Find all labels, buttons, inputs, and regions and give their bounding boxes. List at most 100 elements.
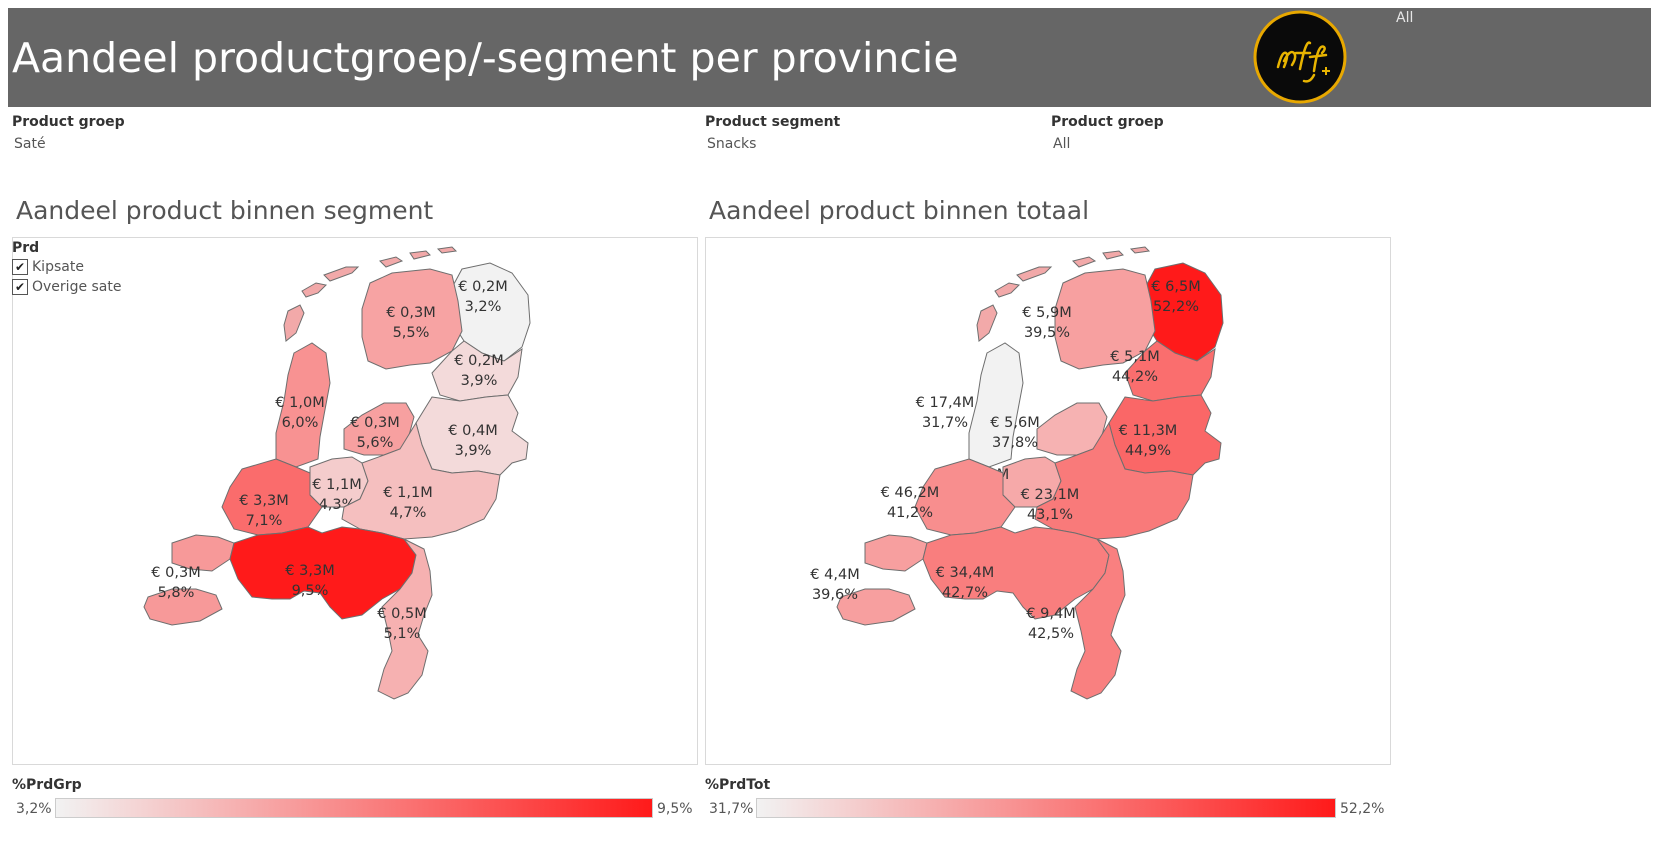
left-scale-title: %PrdGrp: [12, 777, 82, 793]
province-value-label: € 23,1M: [1021, 487, 1080, 503]
province-shape[interactable]: [968, 342, 1024, 468]
province-shape[interactable]: [922, 526, 1110, 620]
province-value-label: € 0,4M: [448, 423, 497, 439]
province-shape[interactable]: [341, 421, 501, 540]
province-value-label: € 0,2M: [454, 353, 503, 369]
province-value-label: € 0,2M: [458, 279, 507, 295]
province-value-label: € 5,9M: [1022, 305, 1071, 321]
province-overijssel[interactable]: € 11,3M 44,9%: [1108, 394, 1222, 476]
right-scale-min: 31,7%: [709, 801, 754, 817]
province-shape[interactable]: [377, 538, 433, 700]
province-shape[interactable]: [229, 526, 417, 620]
filter-product-groep-label: Product groep: [12, 114, 125, 130]
province-pct-label: 5,8%: [158, 585, 195, 601]
header-filter-all[interactable]: All: [1396, 10, 1414, 26]
legend-title: Prd: [12, 240, 40, 256]
province-pct-label: 5,1%: [384, 626, 421, 642]
right-map-title: Aandeel product binnen totaal: [709, 196, 1090, 225]
wadden-islands: [283, 246, 458, 342]
province-pct-label: 9,5%: [292, 583, 329, 599]
province-shape[interactable]: [1054, 268, 1156, 370]
province-drenthe[interactable]: € 0,2M 3,9%: [431, 340, 523, 402]
island-shape: [323, 266, 360, 282]
wadden-islands: [976, 246, 1151, 342]
province-shape[interactable]: [1034, 421, 1194, 540]
island-shape: [301, 282, 328, 298]
province-flevoland[interactable]: € 5,6M 37,8%: [990, 402, 1108, 456]
checkbox-icon[interactable]: ✔: [12, 259, 28, 275]
province-pct-label: 3,9%: [455, 443, 492, 459]
company-logo: [1252, 9, 1348, 105]
left-choropleth-map[interactable]: € 0,2M 3,2% € 0,3M 5,5% € 0,2M 3,9% € 1,0M 6,0%…: [12, 237, 696, 763]
province-value-label: € 34,4M: [936, 565, 995, 581]
filter-product-segment-value[interactable]: Snacks: [707, 136, 757, 152]
province-value-label: € 17,4M: [916, 395, 975, 411]
province-value-label: € 4,4M: [810, 567, 859, 583]
legend-item-kipsate[interactable]: ✔ Kipsate: [12, 259, 122, 275]
province-value-label: € 6,5M: [1151, 279, 1200, 295]
province-gelderland[interactable]: € 23,1M 43,1%: [1021, 421, 1194, 540]
left-map-title: Aandeel product binnen segment: [16, 196, 434, 225]
province-value-label: € 0,3M: [386, 305, 435, 321]
island-shape: [1129, 246, 1151, 254]
legend-item-overige-sate[interactable]: ✔ Overige sate: [12, 279, 122, 295]
province-shape[interactable]: [361, 268, 463, 370]
province-value-label: € 46,2M: [881, 485, 940, 501]
province-flevoland[interactable]: € 0,3M 5,6%: [343, 402, 415, 456]
province-value-label: € 1,1M: [383, 485, 432, 501]
province-value-label: € 5,1M: [1110, 349, 1159, 365]
province-overijssel[interactable]: € 0,4M 3,9%: [415, 394, 529, 476]
island-shape: [1016, 266, 1053, 282]
filter-product-groep-2-label: Product groep: [1051, 114, 1164, 130]
province-value-label: € 1,1M: [312, 477, 361, 493]
province-limburg[interactable]: € 9,4M 42,5%: [1026, 538, 1126, 700]
province-shape[interactable]: [1124, 340, 1216, 402]
province-zeeland[interactable]: € 0,3M 5,8%: [143, 534, 235, 626]
right-choropleth-map[interactable]: € 6,5M 52,2% € 5,9M 39,5% € 5,1M 44,2% € 17,4M…: [705, 237, 1389, 763]
province-value-label: € 3,3M: [239, 493, 288, 509]
filter-product-segment-label: Product segment: [705, 114, 841, 130]
province-shape[interactable]: [275, 342, 331, 468]
province-friesland[interactable]: € 0,3M 5,5%: [361, 268, 463, 370]
province-zuid-holland[interactable]: € 3,3M 7,1%: [221, 458, 323, 536]
island-shape: [409, 250, 431, 260]
province-noord-brabant[interactable]: € 34,4M 42,7%: [922, 526, 1110, 620]
right-color-scale: [756, 798, 1336, 818]
province-pct-label: 5,5%: [393, 325, 430, 341]
province-pct-label: 37,8%: [992, 435, 1038, 451]
province-pct-label: 42,7%: [942, 585, 988, 601]
province-groningen[interactable]: € 0,2M 3,2%: [447, 262, 531, 362]
province-pct-label: 52,2%: [1153, 299, 1199, 315]
province-noord-holland[interactable]: € 17,4M 31,7%: [916, 342, 1024, 468]
province-zuid-holland[interactable]: € 46,2M 41,2%: [881, 458, 1016, 536]
province-shape[interactable]: [1070, 538, 1126, 700]
left-scale-min: 3,2%: [16, 801, 52, 817]
province-pct-label: 41,2%: [887, 505, 933, 521]
province-pct-label: 44,9%: [1125, 443, 1171, 459]
legend-item-label: Overige sate: [32, 279, 122, 295]
page-title: Aandeel productgroep/-segment per provin…: [12, 34, 959, 82]
province-zeeland[interactable]: € 4,4M 39,6%: [810, 534, 928, 626]
left-map-legend: Prd ✔ Kipsate ✔ Overige sate: [12, 240, 122, 295]
province-pct-label: 6,0%: [282, 415, 319, 431]
dashboard-header: [8, 8, 1651, 107]
filter-product-groep-2-value[interactable]: All: [1053, 136, 1071, 152]
island-shape: [436, 246, 458, 254]
province-gelderland[interactable]: € 1,1M 4,7%: [341, 421, 501, 540]
province-friesland[interactable]: € 5,9M 39,5%: [1022, 268, 1156, 370]
province-groningen[interactable]: € 6,5M 52,2%: [1140, 262, 1224, 362]
province-drenthe[interactable]: € 5,1M 44,2%: [1110, 340, 1216, 402]
legend-item-label: Kipsate: [32, 259, 84, 275]
province-noord-brabant[interactable]: € 3,3M 9,5%: [229, 526, 417, 620]
province-noord-holland[interactable]: € 1,0M 6,0%: [275, 342, 331, 468]
province-pct-label: 43,1%: [1027, 507, 1073, 523]
filter-product-groep-value[interactable]: Saté: [14, 136, 46, 152]
island-shape: [1072, 256, 1097, 268]
island-shape: [379, 256, 404, 268]
province-limburg[interactable]: € 0,5M 5,1%: [377, 538, 433, 700]
province-shape[interactable]: [431, 340, 523, 402]
province-pct-label: 39,5%: [1024, 325, 1070, 341]
province-pct-label: 44,2%: [1112, 369, 1158, 385]
right-scale-max: 52,2%: [1340, 801, 1385, 817]
checkbox-icon[interactable]: ✔: [12, 279, 28, 295]
